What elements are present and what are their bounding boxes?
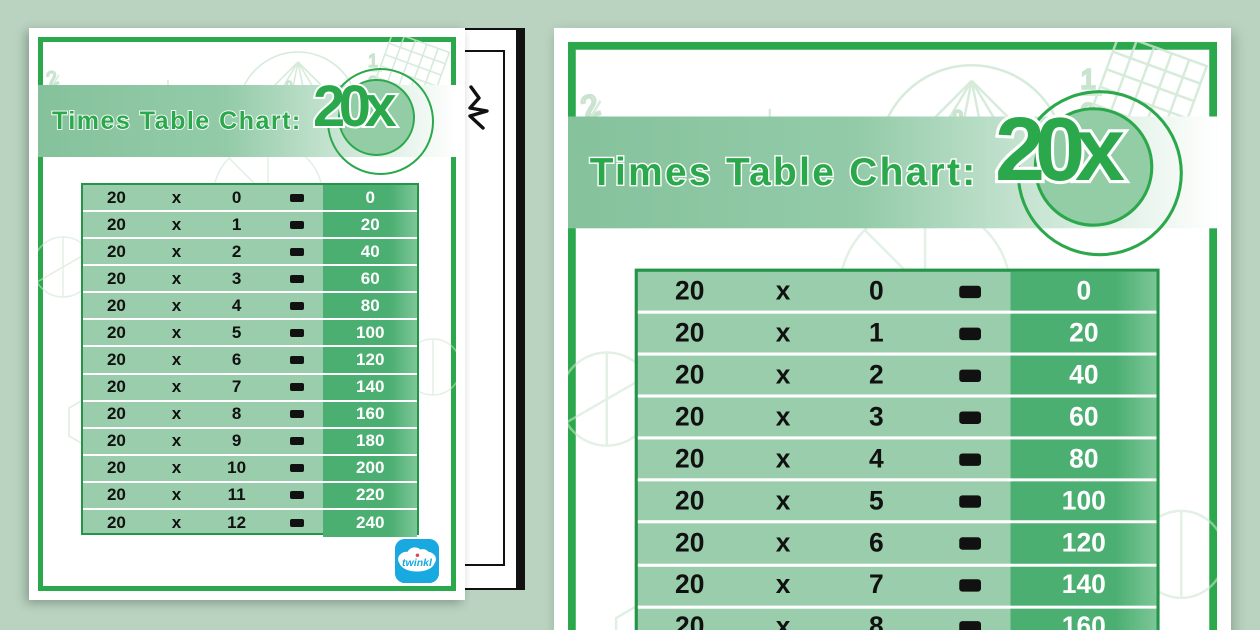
svg-text:twinkl: twinkl — [402, 557, 433, 569]
